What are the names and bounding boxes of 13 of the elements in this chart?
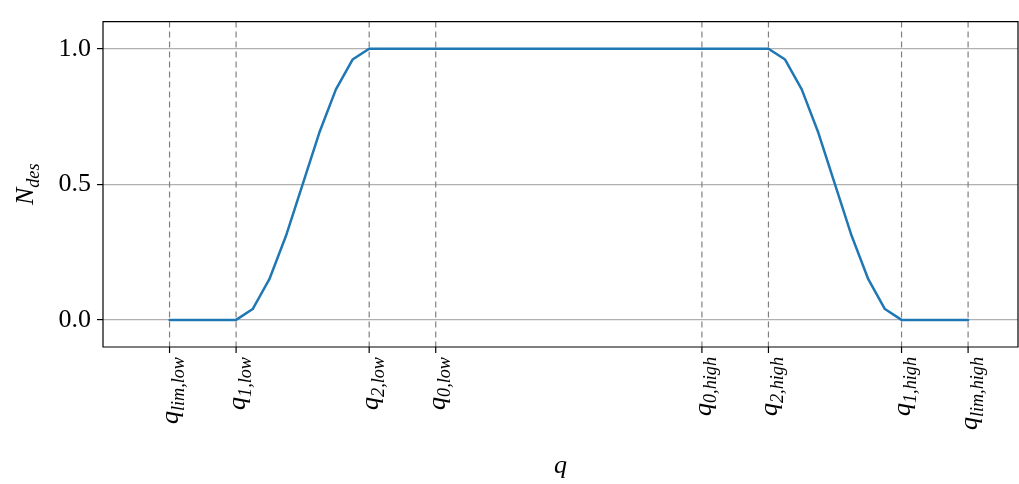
x-axis-title: q <box>554 449 567 479</box>
x-tick-label: qlim,low <box>155 356 189 425</box>
x-tick-label: qlim,high <box>953 357 987 431</box>
x-tick-label: q0,low <box>421 357 455 410</box>
x-tick-label: q2,high <box>754 356 788 416</box>
y-tick-label: 0.5 <box>58 168 91 198</box>
x-tick-label: q1,low <box>221 357 255 410</box>
x-tick-label: q2,low <box>355 357 388 410</box>
y-axis-title: Ndes <box>9 163 43 207</box>
y-tick-label: 0.0 <box>58 303 91 333</box>
x-tick-label: q1,high <box>887 356 921 416</box>
x-tick-label: q0,high <box>687 356 721 416</box>
y-tick-label: 1.0 <box>58 32 91 62</box>
